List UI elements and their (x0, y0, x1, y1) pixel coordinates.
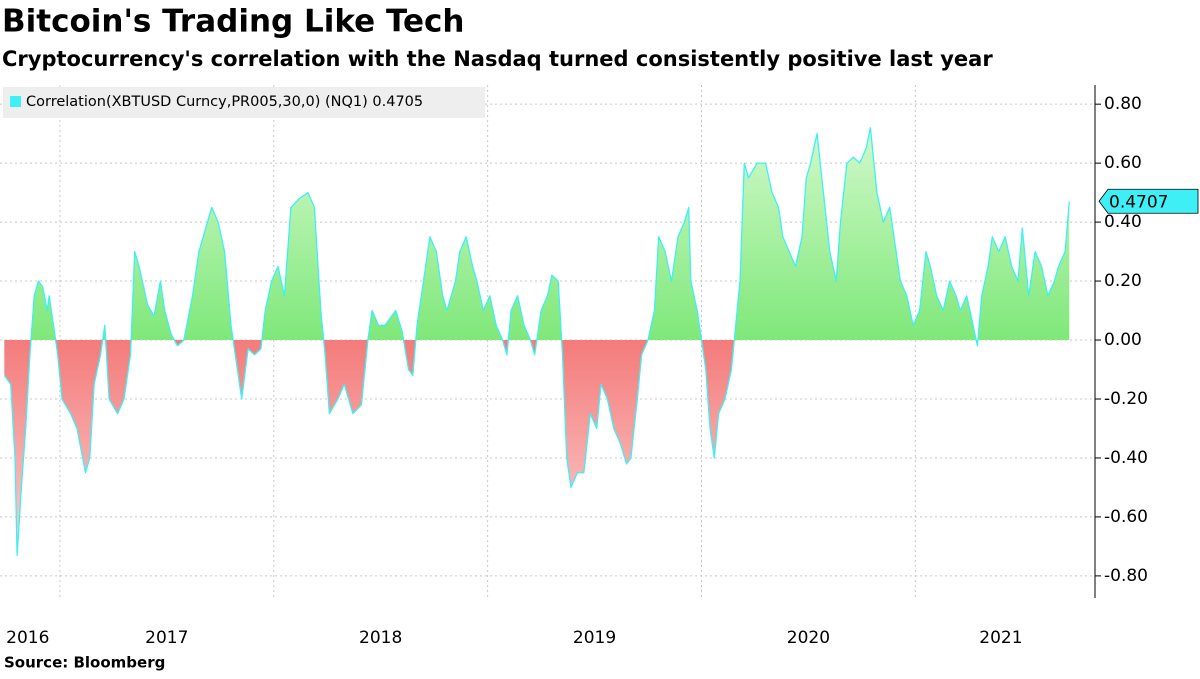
y-tick-label: 0.80 (1104, 94, 1142, 114)
y-tick-label: -0.40 (1104, 448, 1148, 468)
y-tick-label: 0.60 (1104, 153, 1142, 173)
x-tick-label: 2019 (573, 628, 616, 648)
y-tick-label: 0.40 (1104, 212, 1142, 232)
y-tick-label: 0.00 (1104, 330, 1142, 350)
area-positive (30, 127, 1070, 341)
y-tick-label: -0.20 (1104, 389, 1148, 409)
chart-subtitle: Cryptocurrency's correlation with the Na… (2, 47, 993, 71)
y-tick-label: 0.20 (1104, 271, 1142, 291)
source: Source: Bloomberg (4, 654, 165, 672)
last-value-tag (1098, 188, 1199, 214)
axis: 0.80 0.60 0.40 0.20 0.00 -0.20 -0.40 -0.60 -0.80… (6, 85, 1199, 648)
legend-box (3, 87, 485, 118)
legend: Correlation(XBTUSD Curncy,PR005,30,0) (N… (3, 87, 485, 118)
last-value-label: 0.4707 (1109, 192, 1168, 212)
legend-swatch (10, 96, 21, 107)
area-negative (4, 340, 1070, 556)
y-tick-label: -0.60 (1104, 507, 1148, 527)
x-tick-label: 2016 (6, 628, 49, 648)
chart-title: Bitcoin's Trading Like Tech (2, 4, 464, 40)
x-tick-label: 2021 (979, 628, 1022, 648)
y-tick-label: -0.80 (1104, 566, 1148, 586)
x-tick-label: 2018 (359, 628, 402, 648)
x-tick-label: 2020 (787, 628, 830, 648)
legend-label: Correlation(XBTUSD Curncy,PR005,30,0) (N… (26, 94, 423, 110)
grid (0, 85, 1095, 598)
line (3, 127, 1070, 556)
plot (3, 127, 1070, 556)
x-tick-label: 2017 (145, 628, 188, 648)
